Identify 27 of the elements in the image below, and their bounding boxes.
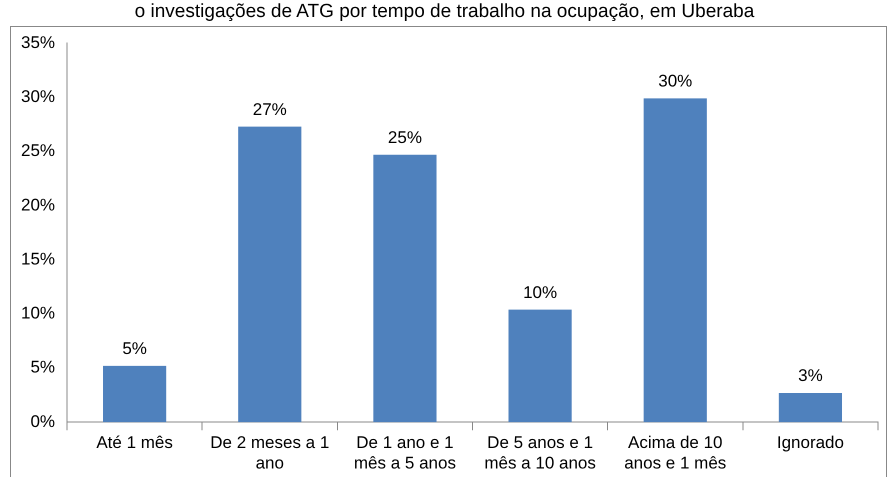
data-label: 10%: [523, 282, 558, 302]
y-tick-label: 20%: [20, 195, 56, 214]
y-tick-label: 25%: [20, 141, 56, 160]
x-tick-label: Acima de 10 anos e 1 mês: [624, 433, 726, 472]
bar: [103, 366, 166, 422]
bar: [238, 126, 302, 422]
x-tick-label: De 2 meses a 1 ano: [210, 433, 330, 472]
chart-title: o investigações de ATG por tempo de trabalho na ocupação, em Uberaba: [134, 0, 756, 24]
y-tick-label: 10%: [20, 304, 56, 323]
data-label: 30%: [658, 72, 692, 91]
data-label: 5%: [122, 339, 147, 358]
y-tick-label: 30%: [20, 87, 56, 106]
x-tick-label: Até 1 mês: [96, 433, 173, 452]
data-label: 25%: [388, 128, 422, 147]
bar: [373, 154, 437, 422]
y-tick-label: 15%: [20, 249, 56, 268]
bar: [508, 310, 572, 422]
x-tick-label: Ignorado: [776, 433, 844, 452]
data-label: 27%: [252, 100, 287, 119]
y-tick-label: 5%: [30, 358, 56, 377]
bar: [644, 98, 707, 422]
y-tick-label: 35%: [20, 32, 56, 52]
bar: [778, 392, 842, 422]
x-tick-label: De 1 ano e 1 mês a 5 anos: [354, 433, 456, 472]
data-label: 3%: [798, 366, 823, 386]
x-tick-label: De 5 anos e 1 mês a 10 anos: [484, 433, 596, 472]
y-tick-label: 0%: [30, 412, 56, 431]
